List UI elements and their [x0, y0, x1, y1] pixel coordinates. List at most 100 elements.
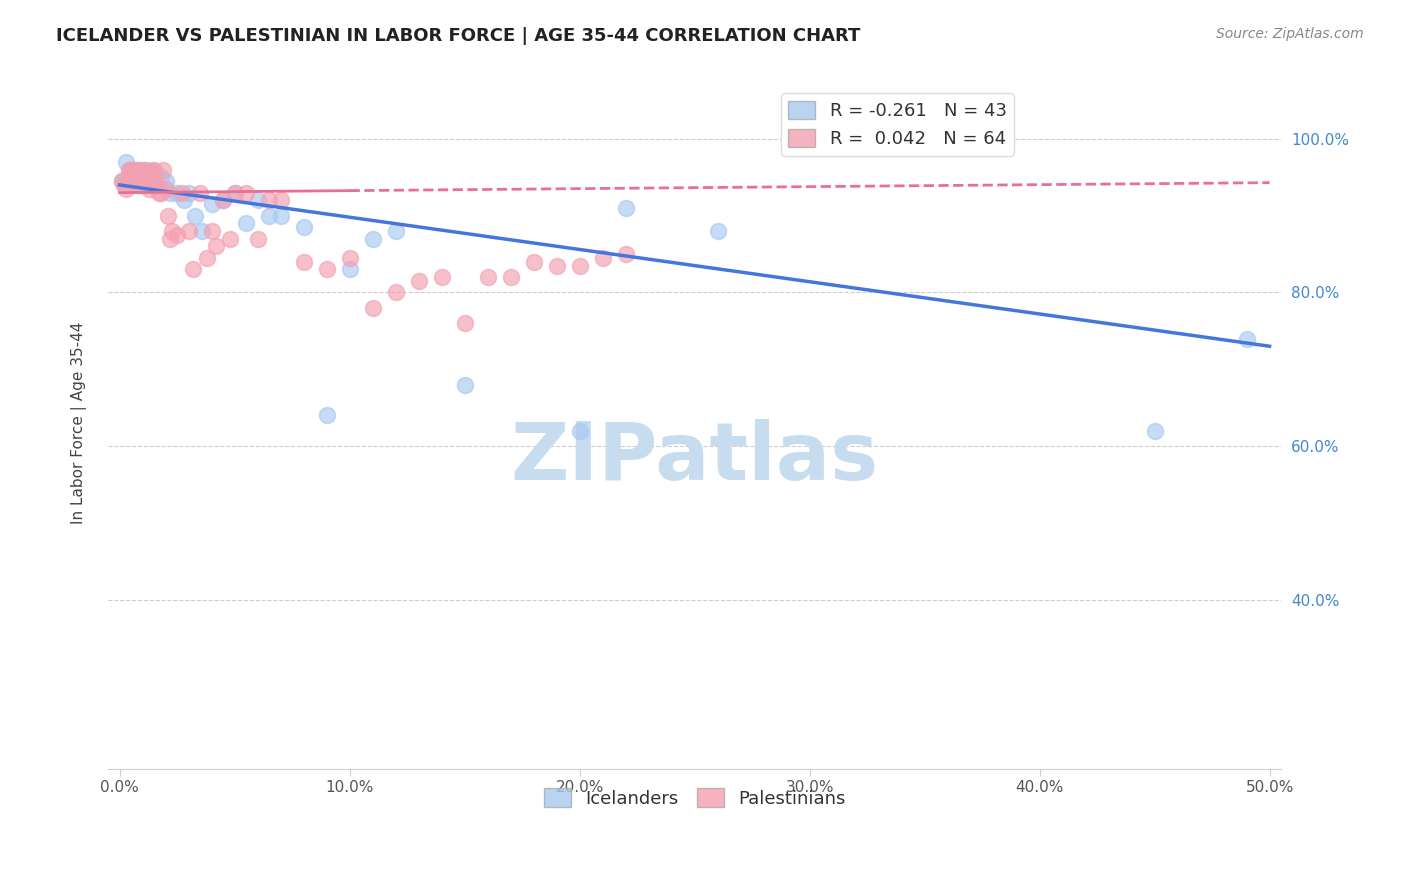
Point: [614, 201, 637, 215]
Y-axis label: In Labor Force | Age 35-44: In Labor Force | Age 35-44: [72, 322, 87, 524]
Point: [131, 166, 153, 180]
Point: [127, 178, 149, 192]
Point: [181, 262, 204, 277]
Point: [141, 166, 163, 180]
Point: [115, 182, 138, 196]
Point: [138, 166, 160, 180]
Point: [212, 194, 235, 208]
Point: [166, 227, 188, 242]
Point: [155, 174, 177, 188]
Point: [614, 247, 637, 261]
Point: [177, 224, 200, 238]
Point: [568, 424, 591, 438]
Point: [706, 224, 728, 238]
Point: [134, 162, 156, 177]
Point: [138, 182, 160, 196]
Point: [120, 162, 142, 177]
Point: [361, 301, 384, 315]
Point: [118, 162, 141, 177]
Point: [124, 170, 146, 185]
Point: [118, 174, 141, 188]
Point: [1143, 424, 1166, 438]
Point: [1236, 332, 1258, 346]
Point: [177, 186, 200, 200]
Point: [315, 262, 337, 277]
Point: [141, 162, 163, 177]
Point: [546, 259, 568, 273]
Point: [136, 166, 159, 180]
Point: [122, 166, 145, 180]
Point: [131, 174, 153, 188]
Point: [149, 186, 172, 200]
Point: [141, 174, 163, 188]
Point: [430, 270, 453, 285]
Point: [219, 232, 242, 246]
Point: [246, 232, 269, 246]
Point: [212, 194, 235, 208]
Text: ICELANDER VS PALESTINIAN IN LABOR FORCE | AGE 35-44 CORRELATION CHART: ICELANDER VS PALESTINIAN IN LABOR FORCE …: [56, 27, 860, 45]
Point: [292, 254, 315, 268]
Point: [200, 197, 222, 211]
Text: Source: ZipAtlas.com: Source: ZipAtlas.com: [1216, 27, 1364, 41]
Point: [205, 239, 228, 253]
Point: [148, 178, 170, 192]
Point: [118, 162, 141, 177]
Point: [131, 166, 153, 180]
Point: [111, 174, 134, 188]
Point: [145, 178, 167, 192]
Point: [166, 186, 188, 200]
Point: [270, 209, 292, 223]
Point: [173, 194, 195, 208]
Point: [115, 155, 138, 169]
Point: [246, 194, 269, 208]
Point: [124, 170, 146, 185]
Point: [224, 186, 246, 200]
Point: [134, 178, 156, 192]
Point: [112, 178, 135, 192]
Point: [156, 209, 179, 223]
Point: [361, 232, 384, 246]
Point: [292, 220, 315, 235]
Legend: Icelanders, Palestinians: Icelanders, Palestinians: [537, 781, 852, 815]
Point: [523, 254, 546, 268]
Point: [477, 270, 499, 285]
Point: [339, 251, 361, 265]
Point: [129, 178, 152, 192]
Point: [145, 166, 167, 180]
Point: [112, 174, 135, 188]
Point: [124, 162, 146, 177]
Point: [129, 162, 152, 177]
Point: [134, 162, 156, 177]
Point: [159, 232, 181, 246]
Point: [270, 194, 292, 208]
Point: [127, 166, 149, 180]
Point: [148, 186, 170, 200]
Point: [159, 186, 181, 200]
Point: [111, 174, 134, 188]
Point: [499, 270, 522, 285]
Text: ZIPatlas: ZIPatlas: [510, 418, 879, 497]
Point: [191, 224, 214, 238]
Point: [129, 170, 152, 185]
Point: [143, 174, 166, 188]
Point: [127, 162, 149, 177]
Point: [257, 194, 280, 208]
Point: [453, 316, 475, 330]
Point: [200, 224, 222, 238]
Point: [188, 186, 211, 200]
Point: [155, 182, 177, 196]
Point: [122, 162, 145, 177]
Point: [339, 262, 361, 277]
Point: [143, 162, 166, 177]
Point: [235, 216, 257, 230]
Point: [120, 166, 142, 180]
Point: [136, 174, 159, 188]
Point: [149, 170, 172, 185]
Point: [568, 259, 591, 273]
Point: [408, 274, 430, 288]
Point: [384, 224, 406, 238]
Point: [138, 170, 160, 185]
Point: [122, 174, 145, 188]
Point: [453, 377, 475, 392]
Point: [136, 166, 159, 180]
